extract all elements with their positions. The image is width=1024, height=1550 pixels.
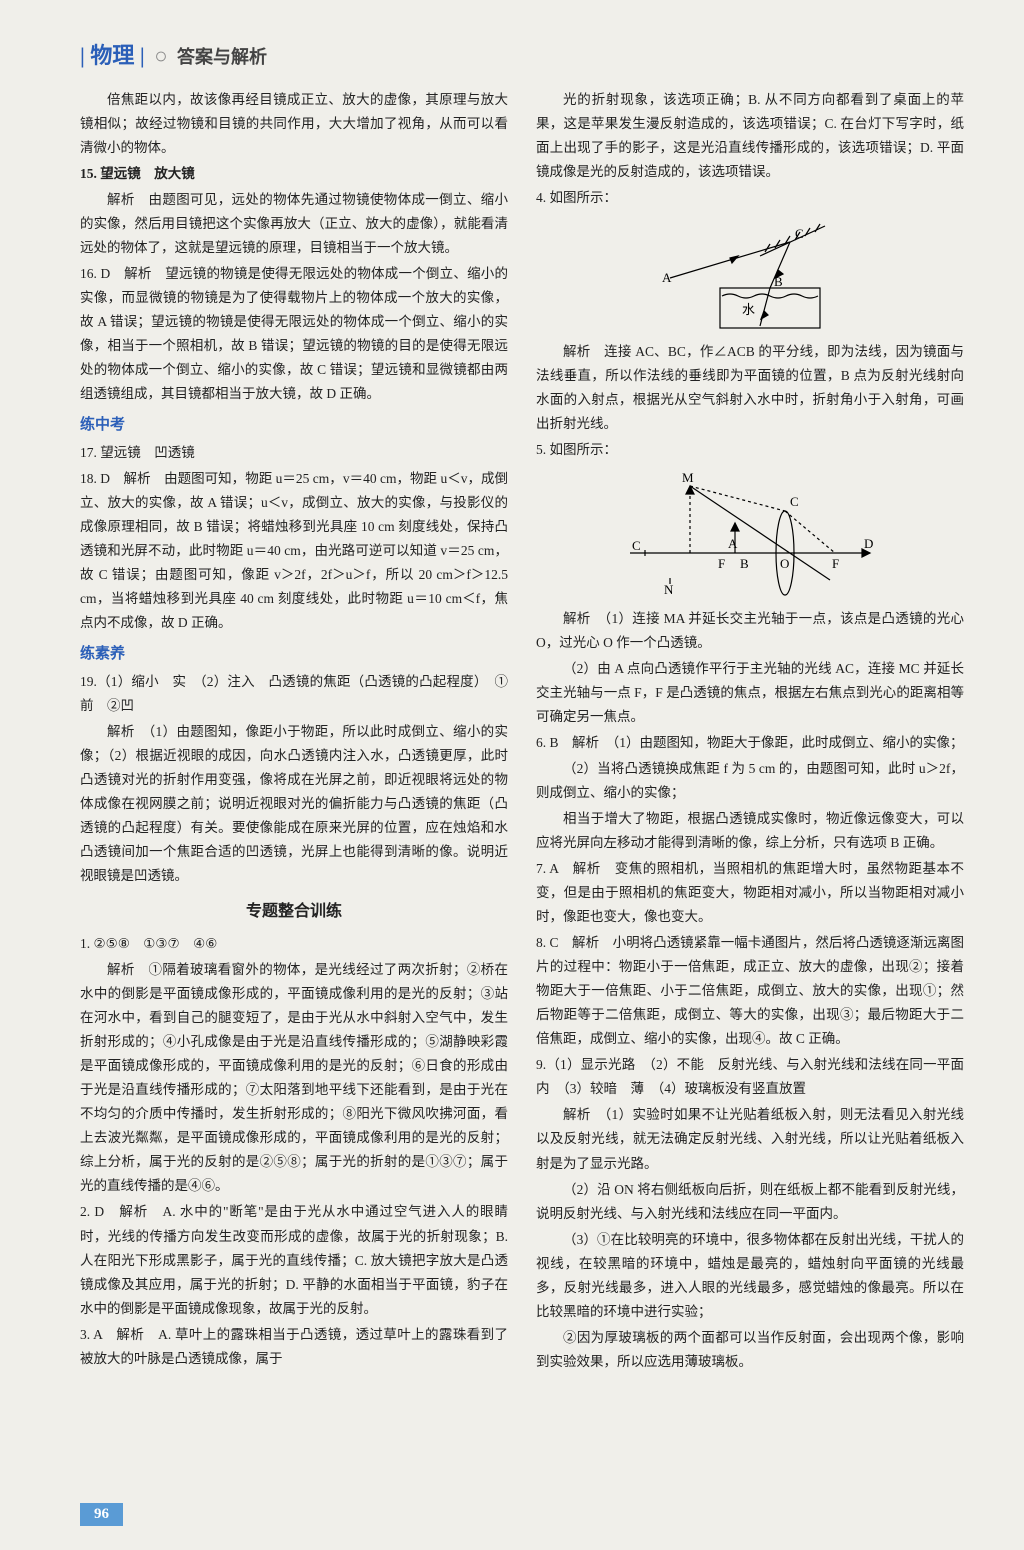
label-Cr: C <box>790 494 799 509</box>
label-F1: F <box>718 556 725 571</box>
label-D: D <box>864 536 873 551</box>
q9b: 解析 （1）实验时如果不让光贴着纸板入射，则无法看见入射光线以及反射光线，就无法… <box>536 1103 964 1175</box>
q5-body-b: （2）由 A 点向凸透镜作平行于主光轴的光线 AC，连接 MC 并延长交主光轴与… <box>536 657 964 729</box>
header-bar: | <box>80 43 90 68</box>
q8: 8. C 解析 小明将凸透镜紧靠一幅卡通图片，然后将凸透镜逐渐远离图片的过程中：… <box>536 931 964 1051</box>
q4-title: 4. 如图所示： <box>536 186 964 210</box>
page-number: 96 <box>80 1503 123 1526</box>
q9e: ②因为厚玻璃板的两个面都可以当作反射面，会出现两个像，影响到实验效果，所以应选用… <box>536 1326 964 1374</box>
diagram-reflection: A C B 水 <box>650 216 850 336</box>
header-divider: ○ <box>154 43 167 68</box>
q6b: （2）当将凸透镜换成焦距 f 为 5 cm 的，由题图可知，此时 u＞2f，则成… <box>536 757 964 805</box>
q19a: 19.（1）缩小 实 （2）注入 凸透镜的焦距（凸透镜的凸起程度） ①前 ②凹 <box>80 670 508 718</box>
label-A: A <box>662 270 672 285</box>
q15-title: 15. 望远镜 放大镜 <box>80 166 195 181</box>
q2: 2. D 解析 A. 水中的"断笔"是由于光从水中通过空气进入人的眼睛时，光线的… <box>80 1200 508 1320</box>
section-lianzk: 练中考 <box>80 412 508 439</box>
q4-body: 解析 连接 AC、BC，作∠ACB 的平分线，即为法线，因为镜面与法线垂直，所以… <box>536 340 964 436</box>
label-C: C <box>795 226 804 241</box>
q16: 16. D 解析 望远镜的物镜是使得无限远处的物体成一个倒立、缩小的实像，而显微… <box>80 262 508 406</box>
page-header: | 物理 | ○ 答案与解析 <box>80 38 964 70</box>
q9a: 9.（1）显示光路 （2）不能 反射光线、与入射光线和法线在同一平面内 （3）较… <box>536 1053 964 1101</box>
label-N: N <box>664 582 674 597</box>
header-subtitle: 答案与解析 <box>177 47 267 67</box>
q17: 17. 望远镜 凹透镜 <box>80 441 508 465</box>
q1b: 解析 ①隔着玻璃看窗外的物体，是光线经过了两次折射；②桥在水中的倒影是平面镜成像… <box>80 958 508 1198</box>
q5-body-a: 解析 （1）连接 MA 并延长交主光轴于一点，该点是凸透镜的光心 O，过光心 O… <box>536 607 964 655</box>
q1a: 1. ②⑤⑧ ①③⑦ ④⑥ <box>80 932 508 956</box>
diagram-lens: M C C A O D N F B F <box>620 468 880 603</box>
q7: 7. A 解析 变焦的照相机，当照相机的焦距增大时，虽然物距基本不变，但是由于照… <box>536 857 964 929</box>
right-intro: 光的折射现象，该选项正确；B. 从不同方向都看到了桌面上的苹果，这是苹果发生漫反… <box>536 88 964 184</box>
q6a: 6. B 解析 （1）由题图知，物距大于像距，此时成倒立、缩小的实像； <box>536 731 964 755</box>
label-B: B <box>774 274 783 289</box>
q19b: 解析 （1）由题图知，像距小于物距，所以此时成倒立、缩小的实像；（2）根据近视眼… <box>80 720 508 888</box>
q9d: （3）①在比较明亮的环境中，很多物体都在反射出光线，干扰人的视线，在较黑暗的环境… <box>536 1228 964 1324</box>
section-zhuanti: 专题整合训练 <box>80 898 508 926</box>
subject-title: 物理 <box>90 43 134 68</box>
label-water: 水 <box>742 302 755 317</box>
q6c: 相当于增大了物距，根据凸透镜成实像时，物近像远像变大，可以应将光屏向左移动才能得… <box>536 807 964 855</box>
q15: 15. 望远镜 放大镜 <box>80 162 508 186</box>
label-O: O <box>780 556 789 571</box>
label-A2: A <box>728 536 738 551</box>
q18: 18. D 解析 由题图可知，物距 u＝25 cm，v＝40 cm，物距 u＜v… <box>80 467 508 635</box>
left-column: 倍焦距以内，故该像再经目镜成正立、放大的虚像，其原理与放大镜相似；故经过物镜和目… <box>80 88 508 1376</box>
label-Cl: C <box>632 538 641 553</box>
q15-body: 解析 由题图可见，远处的物体先通过物镜使物体成一倒立、缩小的实像，然后用目镜把这… <box>80 188 508 260</box>
right-column: 光的折射现象，该选项正确；B. 从不同方向都看到了桌面上的苹果，这是苹果发生漫反… <box>536 88 964 1376</box>
intro-paragraph: 倍焦距以内，故该像再经目镜成正立、放大的虚像，其原理与放大镜相似；故经过物镜和目… <box>80 88 508 160</box>
header-after-bar: | <box>140 43 145 68</box>
q3: 3. A 解析 A. 草叶上的露珠相当于凸透镜，透过草叶上的露珠看到了被放大的叶… <box>80 1323 508 1371</box>
q9c: （2）沿 ON 将右侧纸板向后折，则在纸板上都不能看到反射光线，说明反射光线、与… <box>536 1178 964 1226</box>
label-F2: F <box>832 556 839 571</box>
q5-title: 5. 如图所示： <box>536 438 964 462</box>
section-liansy: 练素养 <box>80 641 508 668</box>
label-B2: B <box>740 556 749 571</box>
label-M: M <box>682 470 694 485</box>
